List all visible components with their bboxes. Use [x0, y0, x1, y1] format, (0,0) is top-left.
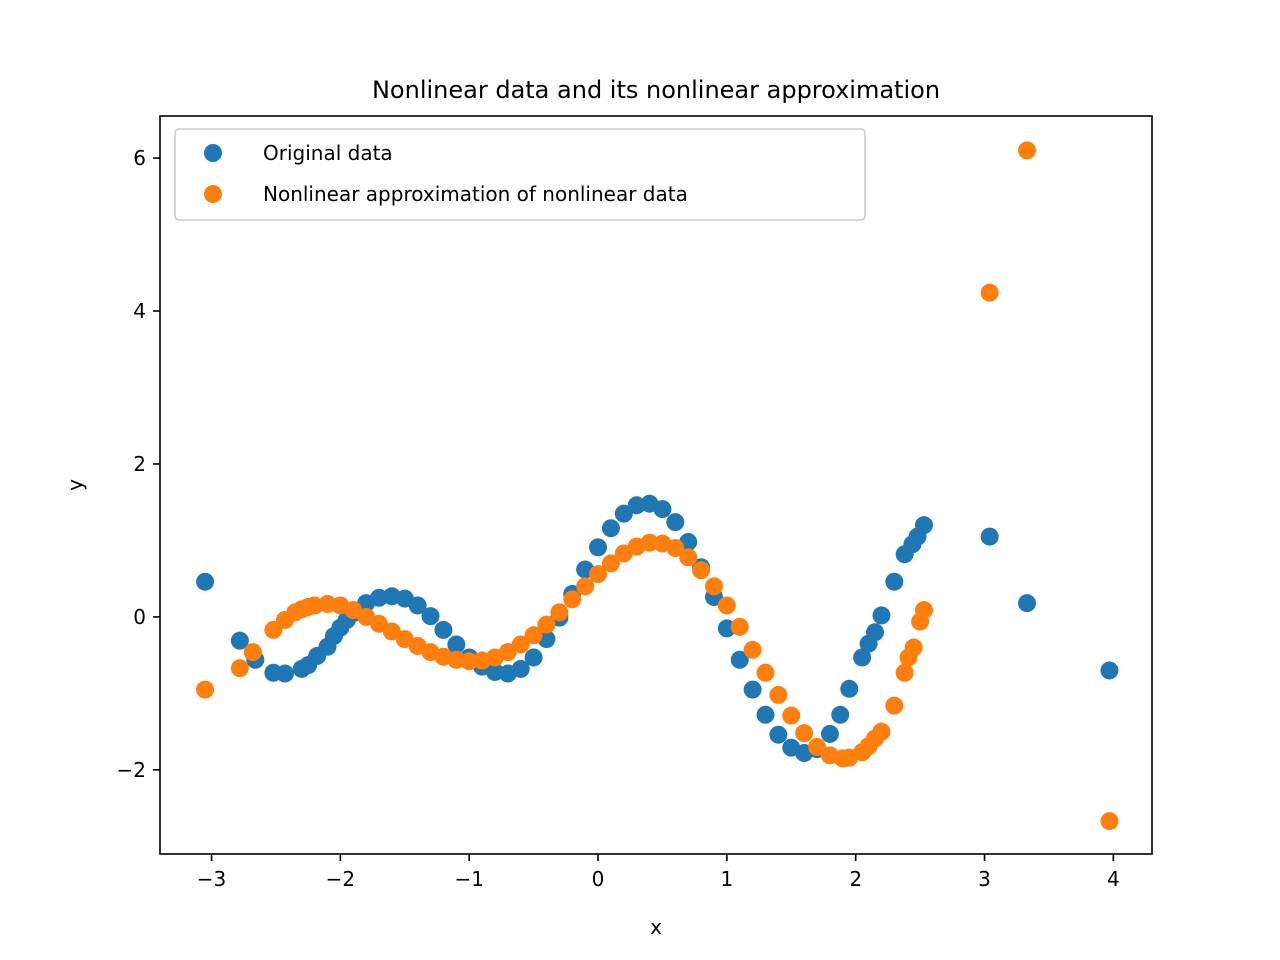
- legend-label-nonlinear-approximation: Nonlinear approximation of nonlinear dat…: [263, 182, 688, 206]
- y-tick-label: 0: [133, 605, 146, 629]
- data-point: [808, 737, 827, 756]
- data-point: [820, 724, 839, 743]
- data-point: [614, 504, 633, 523]
- data-point: [243, 643, 262, 662]
- chart-title: Nonlinear data and its nonlinear approxi…: [372, 76, 940, 104]
- data-point: [653, 500, 672, 519]
- data-point: [640, 533, 659, 552]
- x-tick-label: −1: [454, 867, 483, 891]
- data-point: [408, 596, 427, 615]
- data-point: [421, 607, 440, 626]
- data-point: [692, 561, 711, 580]
- data-point: [589, 565, 608, 584]
- data-point: [914, 601, 933, 620]
- data-point: [743, 640, 762, 659]
- data-point: [196, 680, 215, 699]
- series-nonlinear-approximation: [196, 141, 1119, 831]
- data-point: [831, 705, 850, 724]
- x-axis-label: x: [650, 915, 662, 939]
- y-tick-label: 2: [133, 452, 146, 476]
- legend-marker-original-data: [204, 144, 222, 162]
- data-point: [840, 679, 859, 698]
- data-point: [853, 648, 872, 667]
- data-point: [914, 516, 933, 535]
- data-point: [524, 626, 543, 645]
- x-tick-label: 4: [1107, 867, 1120, 891]
- data-point: [511, 635, 530, 654]
- data-point: [704, 577, 723, 596]
- data-point: [795, 724, 814, 743]
- y-axis-label: y: [63, 479, 87, 491]
- data-point: [980, 283, 999, 302]
- data-point: [537, 615, 556, 634]
- x-axis-ticks: −3 −2 −1 0 1 2 3 4: [197, 854, 1120, 891]
- x-tick-label: −2: [326, 867, 355, 891]
- y-tick-label: −2: [117, 758, 146, 782]
- data-point: [866, 623, 885, 642]
- data-point: [980, 527, 999, 546]
- data-point: [511, 659, 530, 678]
- x-tick-label: 2: [849, 867, 862, 891]
- data-point: [196, 572, 215, 591]
- data-point: [275, 664, 294, 683]
- data-point: [460, 652, 479, 671]
- data-point: [1100, 661, 1119, 680]
- data-point: [230, 631, 249, 650]
- data-point: [230, 659, 249, 678]
- data-point: [717, 596, 736, 615]
- plot-area: [196, 141, 1119, 831]
- data-point: [601, 519, 620, 538]
- y-axis-ticks: −2 0 2 4 6: [117, 146, 160, 782]
- data-point: [730, 617, 749, 636]
- y-tick-label: 6: [133, 146, 146, 170]
- data-point: [769, 725, 788, 744]
- data-point: [756, 663, 775, 682]
- data-point: [904, 638, 923, 657]
- data-point: [730, 650, 749, 669]
- x-tick-label: 0: [592, 867, 605, 891]
- legend: Original data Nonlinear approximation of…: [174, 128, 866, 221]
- data-point: [743, 680, 762, 699]
- data-point: [885, 572, 904, 591]
- data-point: [601, 554, 620, 573]
- data-point: [885, 696, 904, 715]
- legend-marker-nonlinear-approximation: [204, 185, 222, 203]
- legend-box: [174, 128, 866, 221]
- x-tick-label: −3: [197, 867, 226, 891]
- legend-label-original-data: Original data: [263, 141, 393, 165]
- data-point: [679, 548, 698, 567]
- data-point: [666, 539, 685, 558]
- y-tick-label: 4: [133, 299, 146, 323]
- data-point: [756, 705, 775, 724]
- data-point: [563, 590, 582, 609]
- data-point: [895, 663, 914, 682]
- data-point: [769, 685, 788, 704]
- x-tick-label: 3: [978, 867, 991, 891]
- data-point: [782, 706, 801, 725]
- data-point: [666, 513, 685, 532]
- axes-frame: [159, 115, 1153, 855]
- data-point: [434, 620, 453, 639]
- data-point: [576, 577, 595, 596]
- data-point: [589, 538, 608, 557]
- data-point: [1100, 812, 1119, 831]
- data-point: [1018, 141, 1037, 160]
- data-point: [447, 635, 466, 654]
- data-point: [1018, 594, 1037, 613]
- x-tick-label: 1: [720, 867, 733, 891]
- data-point: [872, 722, 891, 741]
- data-point: [550, 603, 569, 622]
- data-point: [524, 648, 543, 667]
- data-point: [872, 606, 891, 625]
